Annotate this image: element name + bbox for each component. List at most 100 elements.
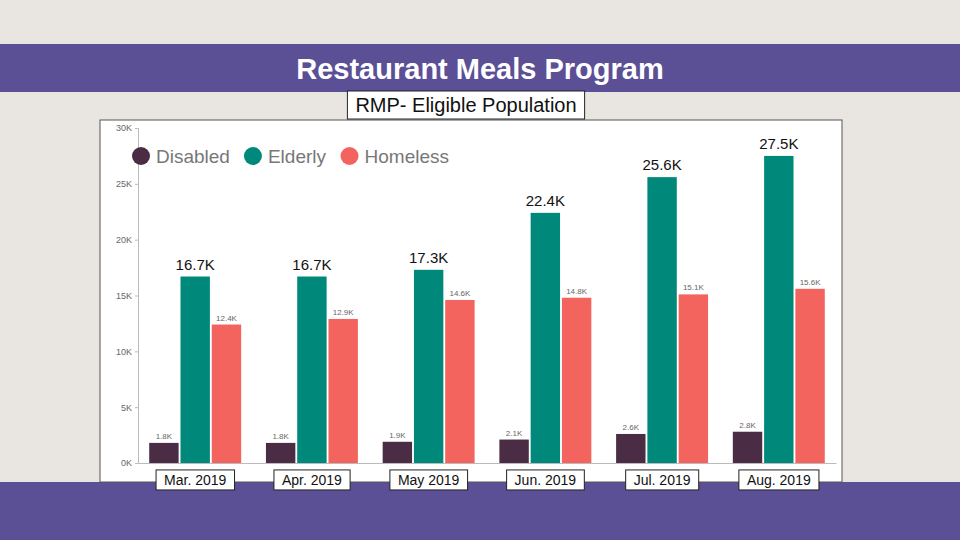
slide: Restaurant Meals Program RMP- Eligible Po… bbox=[0, 0, 960, 540]
x-tick-label: Jul. 2019 bbox=[634, 472, 691, 488]
x-tick: Jun. 2019 bbox=[507, 463, 585, 490]
data-label: 1.8K bbox=[156, 432, 173, 441]
data-label: 16.7K bbox=[292, 256, 331, 273]
background bbox=[0, 0, 960, 540]
y-tick-mark bbox=[135, 463, 138, 464]
data-label: 27.5K bbox=[759, 135, 798, 152]
x-tick-label: Jun. 2019 bbox=[515, 472, 577, 488]
legend-item: Homeless bbox=[341, 146, 449, 167]
y-tick: 25K bbox=[116, 179, 138, 189]
legend-label: Elderly bbox=[268, 146, 327, 167]
bar bbox=[733, 432, 762, 463]
bar bbox=[499, 440, 528, 463]
x-tick: May 2019 bbox=[390, 463, 468, 490]
bar bbox=[383, 442, 412, 463]
bar bbox=[149, 443, 178, 463]
x-tick: Aug. 2019 bbox=[739, 463, 819, 490]
subtitle: RMP- Eligible Population bbox=[355, 94, 576, 116]
data-label: 22.4K bbox=[526, 192, 565, 209]
data-label: 2.1K bbox=[506, 429, 523, 438]
y-tick: 30K bbox=[116, 123, 138, 133]
data-label: 15.1K bbox=[683, 283, 705, 292]
y-tick-mark bbox=[135, 296, 138, 297]
data-label: 1.9K bbox=[389, 431, 406, 440]
data-label: 1.8K bbox=[272, 432, 289, 441]
bar bbox=[764, 156, 793, 463]
chart-panel bbox=[100, 120, 842, 482]
bar bbox=[531, 213, 560, 463]
y-axis-line bbox=[135, 129, 139, 464]
y-tick-label: 25K bbox=[116, 179, 132, 189]
footer-band bbox=[0, 482, 960, 540]
data-label: 12.9K bbox=[333, 308, 355, 317]
x-tick-label-box bbox=[156, 470, 234, 490]
y-tick-label: 0K bbox=[121, 458, 132, 468]
x-tick-label-box bbox=[507, 470, 585, 490]
data-label: 2.6K bbox=[623, 423, 640, 432]
legend-label: Disabled bbox=[156, 146, 230, 167]
y-tick-label: 15K bbox=[116, 291, 132, 301]
x-tick-label-box bbox=[626, 470, 699, 490]
data-label: 14.6K bbox=[449, 289, 471, 298]
y-tick-mark bbox=[135, 184, 138, 185]
bar bbox=[562, 298, 591, 463]
bar bbox=[212, 325, 241, 463]
y-tick-mark bbox=[135, 351, 138, 352]
bar bbox=[445, 300, 474, 463]
y-tick: 0K bbox=[121, 458, 138, 468]
y-axis: 0K 5K 10K 15K 20K 25K 30K bbox=[116, 123, 139, 468]
y-tick: 15K bbox=[116, 291, 138, 301]
y-tick-label: 20K bbox=[116, 235, 132, 245]
bar bbox=[266, 443, 295, 463]
legend-item: Elderly bbox=[244, 146, 327, 167]
bar bbox=[795, 289, 824, 463]
data-label: 15.6K bbox=[800, 278, 822, 287]
x-tick-label: Mar. 2019 bbox=[164, 472, 226, 488]
y-tick: 5K bbox=[121, 403, 138, 413]
bar bbox=[679, 294, 708, 463]
x-tick: Mar. 2019 bbox=[156, 463, 234, 490]
legend-swatch bbox=[132, 147, 150, 165]
x-tick-label: May 2019 bbox=[398, 472, 460, 488]
x-tick: Apr. 2019 bbox=[274, 463, 350, 490]
x-tick: Jul. 2019 bbox=[626, 463, 699, 490]
bar bbox=[414, 270, 443, 463]
y-tick-mark bbox=[135, 407, 138, 408]
bar bbox=[328, 319, 357, 463]
bar bbox=[616, 434, 645, 463]
x-axis: Mar. 2019 Apr. 2019 May 2019 Jun. 2019 Jul. … bbox=[139, 463, 837, 490]
bar bbox=[297, 277, 326, 463]
legend-swatch bbox=[244, 147, 262, 165]
y-tick: 20K bbox=[116, 235, 138, 245]
data-label: 25.6K bbox=[642, 156, 681, 173]
header-band bbox=[0, 44, 960, 92]
legend-label: Homeless bbox=[365, 146, 449, 167]
x-tick-label: Aug. 2019 bbox=[747, 472, 811, 488]
bar bbox=[180, 277, 209, 463]
x-tick-label-box bbox=[739, 470, 819, 490]
x-tick-label-box bbox=[274, 470, 350, 490]
y-tick-mark bbox=[135, 240, 138, 241]
y-tick: 10K bbox=[116, 347, 138, 357]
x-tick-label: Apr. 2019 bbox=[282, 472, 342, 488]
x-axis-line bbox=[139, 463, 837, 464]
legend: Disabled Elderly Homeless bbox=[132, 146, 449, 167]
data-label: 16.7K bbox=[176, 256, 215, 273]
data-label: 12.4K bbox=[216, 314, 238, 323]
x-tick-label-box bbox=[390, 470, 468, 490]
subtitle-box: RMP- Eligible Population bbox=[347, 91, 584, 119]
title: Restaurant Meals Program bbox=[296, 53, 663, 85]
y-tick-label: 30K bbox=[116, 123, 132, 133]
y-tick-mark bbox=[135, 128, 138, 129]
legend-item: Disabled bbox=[132, 146, 230, 167]
y-tick-label: 5K bbox=[121, 403, 132, 413]
subtitle-frame bbox=[347, 91, 584, 119]
data-label: 14.8K bbox=[566, 287, 588, 296]
data-label: 2.8K bbox=[739, 421, 756, 430]
legend-swatch bbox=[341, 147, 359, 165]
bars bbox=[149, 156, 825, 463]
data-labels: 1.8K 1.8K 1.9K 2.1K 2.6K 2.8K 16.7K 16.7K 17.3K 2… bbox=[156, 135, 822, 441]
y-tick-label: 10K bbox=[116, 347, 132, 357]
data-label: 17.3K bbox=[409, 249, 448, 266]
bar bbox=[647, 177, 676, 463]
